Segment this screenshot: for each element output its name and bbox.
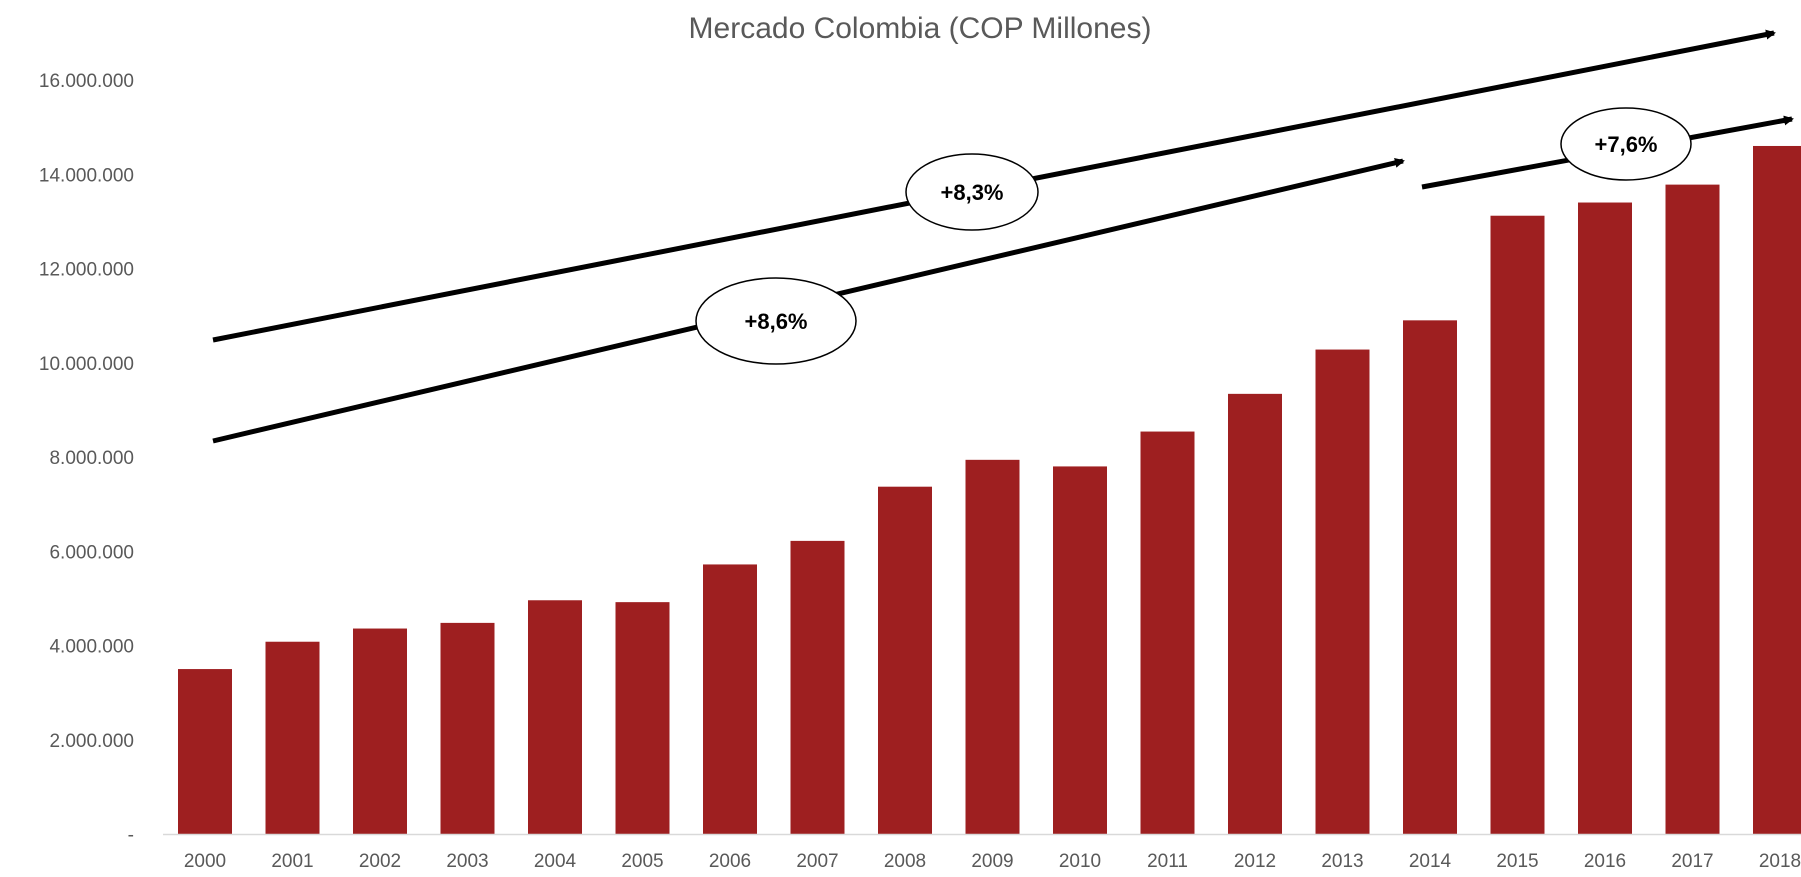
bar: [703, 564, 757, 834]
bar: [1141, 432, 1195, 834]
y-axis: - 2.000.000 4.000.000 6.000.000 8.000.000 10.…: [39, 71, 134, 846]
bar: [1491, 216, 1545, 834]
bar: [528, 600, 582, 834]
bar-series: [178, 146, 1801, 834]
x-tick-label: 2010: [1059, 851, 1101, 872]
x-tick-label: 2018: [1759, 851, 1801, 872]
x-tick-label: 2003: [446, 851, 488, 872]
bar: [1316, 350, 1370, 834]
x-axis: 2000 2001 2002 2003 2004 2005 2006 2007 2008 2009…: [163, 835, 1801, 873]
growth-rate-label: +8,6%: [745, 309, 808, 334]
x-tick-label: 2011: [1147, 851, 1188, 872]
bar: [791, 541, 845, 834]
y-tick-label: 2.000.000: [49, 731, 134, 752]
x-tick-label: 2001: [271, 851, 313, 872]
y-tick-label: 6.000.000: [49, 542, 134, 563]
x-tick-label: 2014: [1409, 851, 1452, 872]
x-tick-label: 2012: [1234, 851, 1276, 872]
x-tick-label: 2006: [709, 851, 751, 872]
y-tick-label: 4.000.000: [49, 637, 134, 658]
y-tick-label: 10.000.000: [39, 354, 134, 375]
bar: [1753, 146, 1801, 834]
x-tick-label: 2016: [1584, 851, 1626, 872]
bar: [878, 487, 932, 834]
growth-annotations: +8,3% +8,6% +7,6%: [213, 33, 1792, 441]
bar: [353, 629, 407, 834]
x-tick-label: 2008: [884, 851, 926, 872]
bar: [1228, 394, 1282, 834]
x-tick-label: 2000: [184, 851, 226, 872]
bar: [266, 642, 320, 834]
bar: [178, 669, 232, 834]
x-tick-label: 2017: [1671, 851, 1713, 872]
bar: [966, 460, 1020, 834]
x-tick-label: 2004: [534, 851, 577, 872]
x-tick-label: 2015: [1496, 851, 1538, 872]
y-tick-label: 12.000.000: [39, 260, 134, 281]
x-tick-label: 2007: [796, 851, 838, 872]
growth-rate-label: +7,6%: [1595, 132, 1658, 157]
bar: [1666, 185, 1720, 834]
chart-title: Mercado Colombia (COP Millones): [689, 12, 1152, 45]
x-tick-label: 2002: [359, 851, 401, 872]
bar: [1403, 320, 1457, 834]
bar: [441, 623, 495, 834]
growth-rate-label: +8,3%: [941, 180, 1004, 205]
y-tick-label: 16.000.000: [39, 71, 134, 92]
bar: [616, 602, 670, 834]
bar: [1578, 203, 1632, 834]
y-tick-label: 14.000.000: [39, 165, 134, 186]
y-tick-label: 8.000.000: [49, 448, 134, 469]
x-tick-label: 2013: [1321, 851, 1363, 872]
y-tick-label: -: [128, 825, 134, 846]
x-tick-label: 2009: [971, 851, 1013, 872]
x-tick-label: 2005: [621, 851, 663, 872]
bar: [1053, 466, 1107, 834]
